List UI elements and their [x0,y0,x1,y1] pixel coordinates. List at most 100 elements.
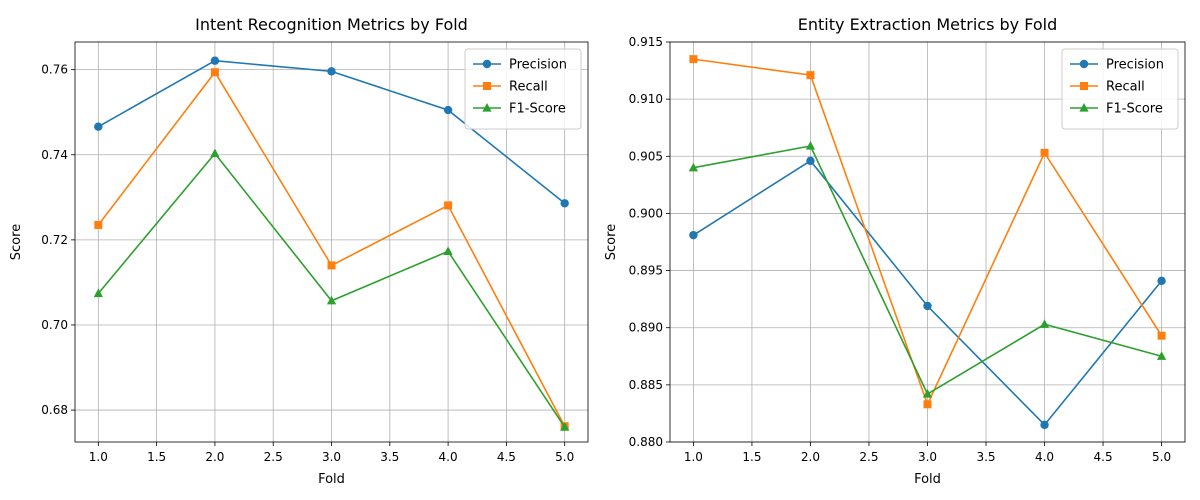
y-tick-label: 0.895 [629,264,663,278]
data-point-precision [806,156,815,166]
chart-title: Entity Extraction Metrics by Fold [798,15,1057,34]
legend-marker [1079,59,1089,69]
legend-label: Recall [509,80,548,95]
x-tick-label: 2.0 [205,450,224,464]
legend-box [1061,48,1179,130]
data-point-precision [1157,276,1166,286]
y-tick-label: 0.74 [41,148,68,162]
data-point-recall [210,68,219,77]
x-tick-label: 2.5 [264,450,283,464]
data-point-f1-score [326,295,337,305]
x-tick-label: 3.0 [918,450,937,464]
legend-item-recall: Recall [1070,80,1145,95]
x-tick-label: 2.0 [801,450,820,464]
x-tick-label: 4.0 [1035,450,1054,464]
data-point-precision [1040,420,1049,430]
entity-extraction-chart: Entity Extraction Metrics by Fold Fold S… [604,15,1186,487]
x-axis-label: Fold [914,472,941,487]
axes: 1.0 1.5 2.0 2.5 3.0 3.5 4.0 4.5 5.0 0.68 0.70 0.72 0… [41,41,589,464]
chart-title: Intent Recognition Metrics by Fold [195,15,468,34]
data-point-precision [443,105,453,115]
series-precision [94,56,569,208]
data-point-recall [444,201,453,210]
data-point-f1-score [805,141,816,150]
legend: Precision Recall F1-Score [464,48,582,130]
legend-marker [1079,103,1089,112]
legend-label: F1-Score [509,102,566,117]
y-tick-label: 0.72 [41,233,68,247]
series-recall [689,55,1166,409]
y-tick-label: 0.905 [629,149,663,163]
legend-marker [482,59,492,69]
y-axis-label: Score [604,224,619,260]
legend-label: Precision [1106,58,1164,73]
data-point-f1-score [210,148,220,158]
data-point-precision [560,199,569,208]
x-tick-label: 3.5 [976,450,995,464]
data-point-f1-score [443,246,453,255]
legend-label: Recall [1106,80,1145,95]
y-tick-label: 0.885 [629,378,663,392]
plot-frame [669,41,1186,443]
x-tick-label: 4.5 [1094,450,1113,464]
data-point-recall [327,261,336,270]
y-tick-label: 0.70 [41,318,68,332]
series-f1-score [93,148,570,431]
data-point-precision [923,301,932,311]
x-tick-label: 1.5 [147,450,166,464]
data-point-f1-score [560,422,570,431]
data-point-recall [923,400,932,409]
data-point-precision [689,230,698,240]
y-tick-label: 0.880 [629,435,663,449]
data-point-recall [1157,331,1166,340]
data-point-f1-score [93,288,103,298]
x-tick-label: 1.0 [89,450,108,464]
y-tick-label: 0.915 [629,35,663,49]
legend-label: F1-Score [1106,102,1163,117]
y-tick-label: 0.68 [41,403,68,417]
x-axis-label: Fold [318,472,345,487]
x-tick-label: 1.5 [742,450,761,464]
x-tick-label: 3.0 [322,450,341,464]
data-point-recall [689,55,698,64]
axes: 1.0 1.5 2.0 2.5 3.0 3.5 4.0 4.5 5.0 0.880 0.885 0.8… [629,35,1186,464]
data-point-recall [1040,148,1049,157]
legend-label: Precision [509,58,567,73]
legend-marker [483,82,491,90]
x-tick-label: 4.0 [439,450,458,464]
legend-item-precision: Precision [473,58,567,73]
legend-item-f1-score: F1-Score [1070,102,1163,117]
data-point-f1-score [1039,319,1050,328]
y-tick-label: 0.910 [629,92,663,106]
x-tick-label: 4.5 [497,450,516,464]
data-point-f1-score [922,389,933,398]
legend-item-f1-score: F1-Score [473,102,566,117]
y-axis-label: Score [9,224,24,260]
series-f1-score [688,141,1167,398]
data-point-f1-score [688,162,699,172]
legend-item-precision: Precision [1070,58,1164,73]
y-tick-label: 0.900 [629,206,663,220]
data-point-precision [327,67,336,76]
x-tick-label: 1.0 [684,450,703,464]
y-tick-label: 0.76 [41,63,68,77]
x-tick-label: 5.0 [1152,450,1171,464]
x-tick-label: 2.5 [859,450,878,464]
intent-recognition-chart: Intent Recognition Metrics by Fold Fold … [9,15,589,487]
legend-marker [482,103,492,112]
data-point-precision [94,122,103,131]
x-tick-label: 5.0 [555,450,574,464]
legend-item-recall: Recall [473,80,548,95]
data-point-f1-score [1156,351,1167,360]
plot-frame [74,41,589,443]
data-point-recall [806,71,815,80]
legend: Precision Recall F1-Score [1061,48,1179,130]
data-point-recall [94,220,103,229]
x-tick-label: 3.5 [380,450,399,464]
y-tick-label: 0.890 [629,321,663,335]
legend-marker [1080,82,1088,90]
data-point-precision [210,56,220,65]
series-precision [689,156,1166,430]
legend-box [464,48,582,130]
